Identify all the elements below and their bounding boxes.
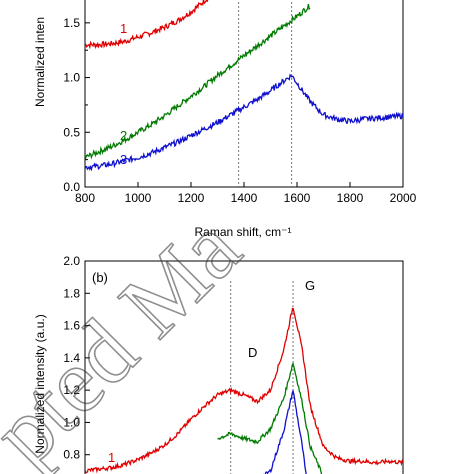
panel-b-y-axis-label: Normalized intensity (a.u.) [33, 314, 47, 453]
y-tick-label: 1.0 [63, 415, 80, 429]
y-tick-label: 1.4 [63, 351, 80, 365]
peak-g-label: G [305, 278, 315, 293]
series-line-1 [85, 307, 403, 474]
series-line-2 [85, 3, 311, 160]
x-tick-label: 1600 [284, 191, 311, 205]
series-2-number-label: 2 [120, 128, 127, 143]
y-tick-label: 1.6 [63, 319, 80, 333]
panel-a-y-axis-label: Normalized inten [33, 17, 47, 107]
series-3-number-label: 3 [120, 152, 127, 167]
x-tick-label: 1800 [337, 191, 364, 205]
series-line-1 [85, 0, 209, 50]
y-tick-label: 1.2 [63, 383, 80, 397]
panel-b-raman-chart: 0.60.81.01.21.41.61.82.0 [63, 254, 404, 474]
series-1-number-label: 1 [120, 21, 127, 36]
series-line-2 [217, 361, 323, 474]
x-tick-label: 1200 [178, 191, 205, 205]
y-tick-label: 0.8 [63, 448, 80, 462]
panel-a-raman-chart: 800 1000 1200 1400 1600 1800 2000 0.0 0.5 1.0 1.5 [63, 0, 417, 205]
series-line-3 [85, 73, 403, 172]
series-line-3 [232, 388, 307, 474]
y-tick-label: 0.0 [63, 180, 80, 194]
x-tick-label: 1400 [231, 191, 258, 205]
y-tick-label: 1.0 [63, 71, 80, 85]
panel-a-x-axis-label: Raman shift, cm⁻¹ [194, 225, 291, 239]
x-tick-label: 800 [75, 191, 95, 205]
y-tick-label: 1.8 [63, 286, 80, 300]
peak-d-label: D [248, 345, 257, 360]
y-tick-label: 0.5 [63, 125, 80, 139]
y-tick-label: 1.5 [63, 16, 80, 30]
x-tick-label: 1000 [125, 191, 152, 205]
panel-b-series-1-number-label: 1 [108, 450, 115, 465]
panel-b-label: (b) [92, 270, 108, 285]
x-tick-label: 2000 [390, 191, 417, 205]
y-tick-label: 2.0 [63, 254, 80, 268]
plot-frame [84, 260, 404, 474]
